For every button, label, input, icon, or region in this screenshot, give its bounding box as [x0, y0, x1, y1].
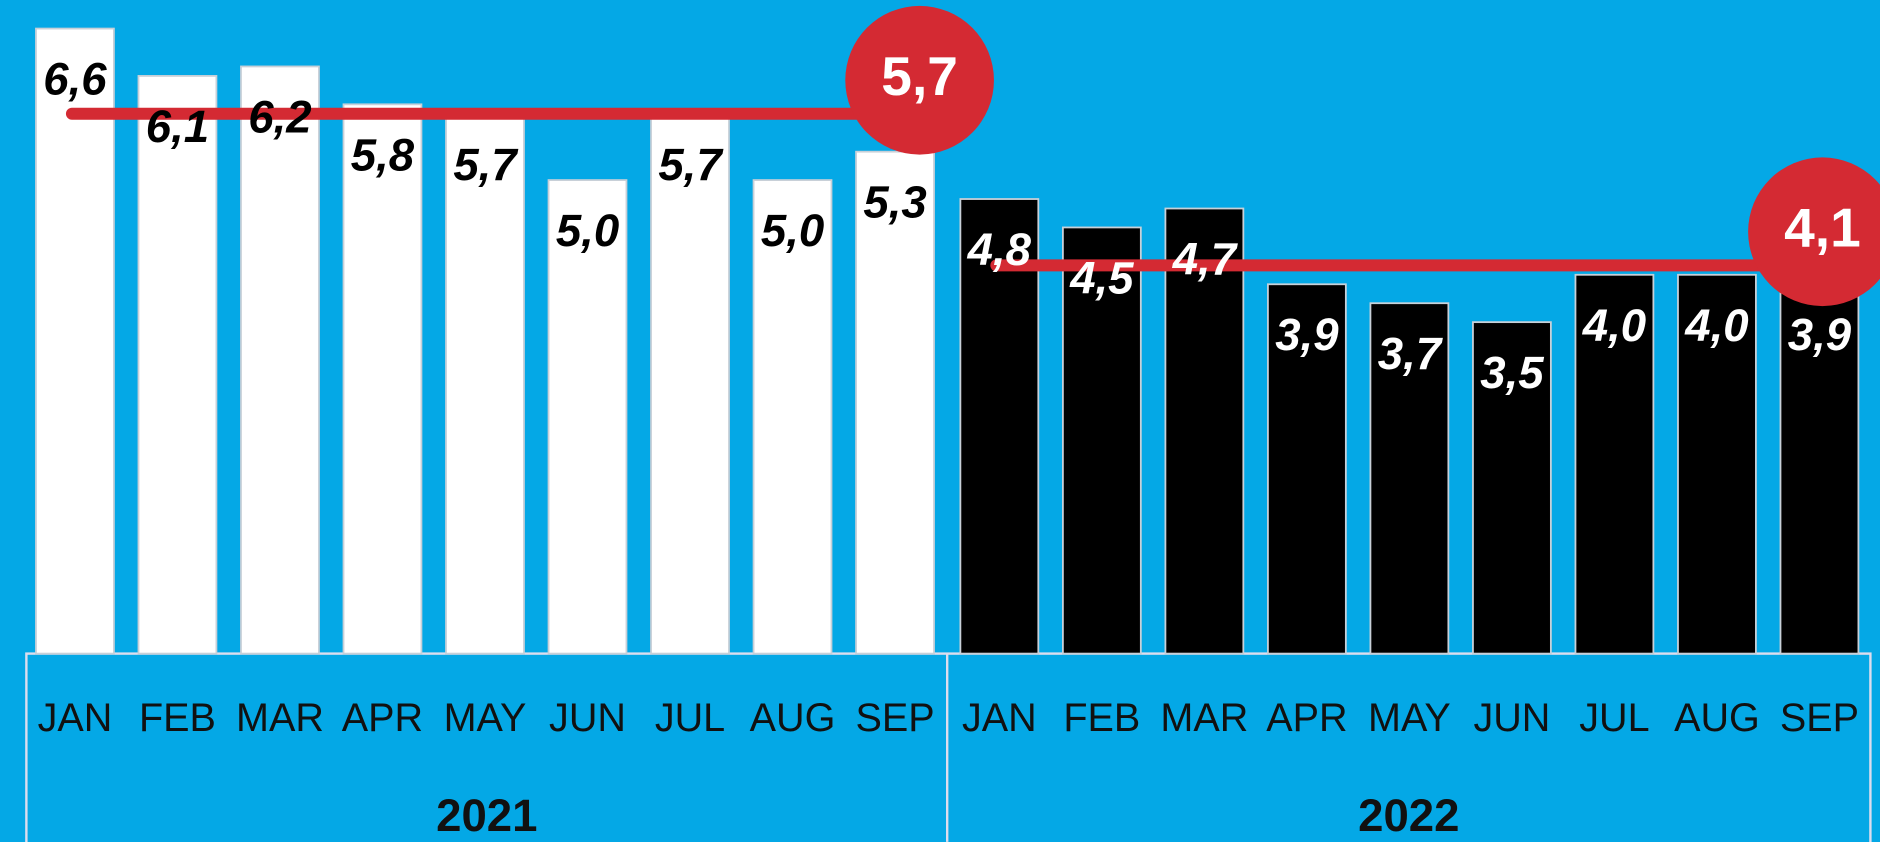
value-label: 3,9 — [1275, 309, 1339, 360]
x-tick-label: JAN — [38, 696, 113, 740]
x-tick-label: JUN — [1473, 696, 1550, 740]
bar — [1779, 283, 1860, 655]
bar — [1164, 207, 1245, 655]
value-label: 4,0 — [1582, 300, 1646, 351]
average-badge — [845, 5, 994, 155]
bar — [445, 112, 525, 655]
average-label: 4,1 — [1784, 196, 1861, 258]
bar — [1061, 226, 1142, 655]
value-label: 5,7 — [658, 139, 724, 190]
x-tick-label: FEB — [139, 696, 216, 740]
value-label: 5,0 — [556, 205, 619, 256]
x-tick-label: MAR — [236, 696, 324, 740]
bar — [137, 75, 218, 655]
value-label: 4,8 — [967, 224, 1032, 275]
value-label: 6,1 — [146, 101, 209, 152]
value-label: 5,0 — [761, 205, 824, 256]
bar — [1267, 283, 1347, 655]
bar — [959, 198, 1040, 655]
value-label: 5,3 — [863, 177, 926, 228]
x-tick-label: JAN — [962, 696, 1037, 740]
value-label: 3,7 — [1378, 328, 1444, 379]
x-tick-label: JUL — [1579, 696, 1649, 740]
x-tick-label: AUG — [750, 696, 836, 740]
bar — [855, 150, 935, 655]
x-tick-label: SEP — [855, 696, 934, 740]
value-label: 4,7 — [1172, 233, 1239, 284]
bar — [1574, 273, 1655, 655]
bar — [240, 65, 320, 655]
value-label: 5,8 — [351, 129, 415, 180]
x-tick-label: MAY — [1368, 696, 1451, 740]
x-tick-label: JUL — [655, 696, 725, 740]
value-label: 3,9 — [1788, 309, 1852, 360]
x-tick-label: MAR — [1160, 696, 1248, 740]
average-badge — [1748, 157, 1880, 307]
x-tick-label: MAY — [444, 696, 527, 740]
bar — [1472, 321, 1552, 655]
bar — [1677, 273, 1757, 655]
x-tick-label: APR — [1266, 696, 1347, 740]
bar — [1369, 302, 1450, 655]
x-tick-label: APR — [342, 696, 423, 740]
x-tick-label: AUG — [1674, 696, 1760, 740]
legend-label: 2022 — [1358, 790, 1459, 841]
bar — [752, 179, 833, 655]
value-label: 3,5 — [1480, 347, 1544, 398]
legend-label: 2021 — [436, 790, 537, 841]
value-label: 4,0 — [1684, 300, 1748, 351]
value-label: 6,6 — [43, 54, 107, 105]
bar — [35, 27, 115, 655]
x-tick-label: FEB — [1063, 696, 1140, 740]
average-label: 5,7 — [881, 45, 958, 107]
x-tick-label: SEP — [1780, 696, 1859, 740]
bar — [547, 179, 628, 655]
bar — [342, 103, 423, 655]
bar — [650, 112, 730, 655]
x-tick-label: JUN — [549, 696, 626, 740]
value-label: 6,2 — [248, 91, 311, 142]
value-label: 5,7 — [453, 139, 519, 190]
value-label: 4,5 — [1069, 252, 1134, 303]
